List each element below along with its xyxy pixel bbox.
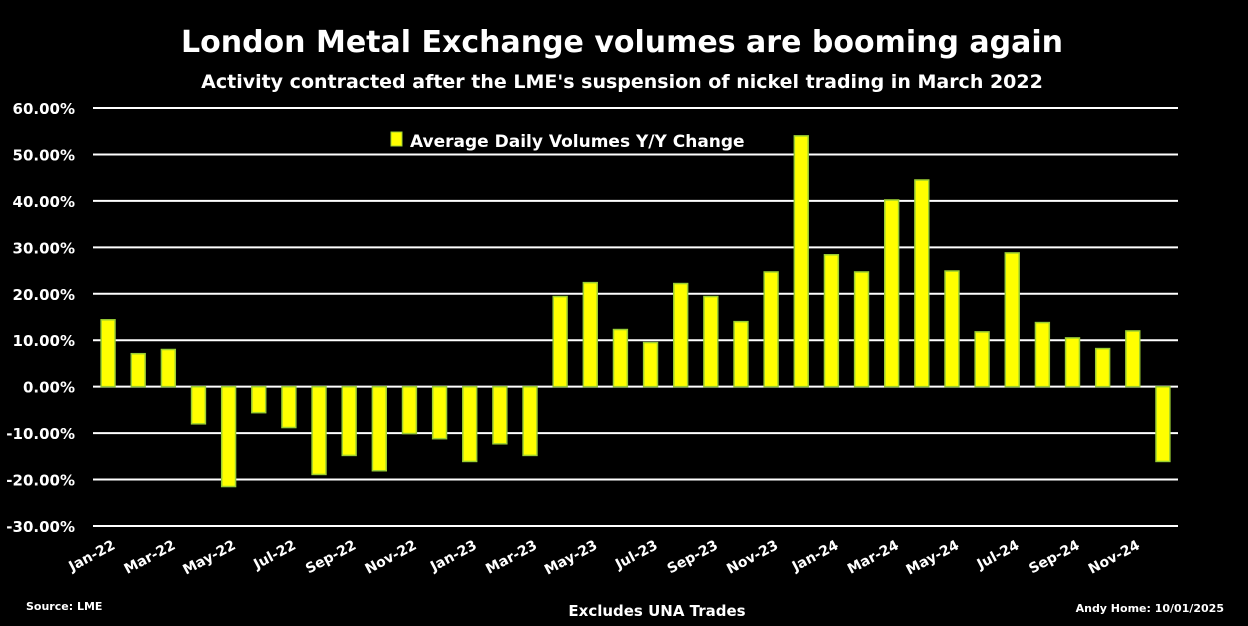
bar-Oct-23 <box>733 320 749 388</box>
bar-Dec-22 <box>431 385 448 440</box>
x-tick-label: Jul-24 <box>974 537 1023 573</box>
x-tick-label: Sep-24 <box>1026 537 1082 577</box>
bar-Jun-24 <box>974 331 990 388</box>
y-tick-label: 50.00% <box>13 146 75 164</box>
x-tick-label: Nov-22 <box>363 537 420 577</box>
bar-Jul-22 <box>281 385 297 429</box>
y-tick-label: -20.00% <box>6 472 75 490</box>
bar-Apr-23 <box>552 295 568 388</box>
chart-subtitle: Activity contracted after the LME's susp… <box>201 71 1043 93</box>
bar-Mar-24 <box>883 199 900 388</box>
x-tick-label: Mar-22 <box>122 537 179 577</box>
bar-Oct-24 <box>1094 347 1111 388</box>
y-tick-label: 20.00% <box>13 286 75 304</box>
legend-label: Average Daily Volumes Y/Y Change <box>410 132 745 152</box>
x-tick-label: Nov-23 <box>724 537 781 577</box>
bar-Aug-24 <box>1034 321 1051 388</box>
bar-Sep-23 <box>703 295 719 388</box>
bar-Feb-23 <box>492 385 508 445</box>
y-axis: -30.00% -20.00% -10.00% 0.00% 10.00% 20.00% 30… <box>6 100 75 536</box>
bar-Sep-24 <box>1064 337 1081 388</box>
bar-Jan-24 <box>823 254 840 388</box>
x-tick-label: Mar-24 <box>845 537 902 577</box>
x-tick-label: Jul-22 <box>250 537 298 573</box>
gridlines <box>93 107 1178 527</box>
x-tick-label: Jan-23 <box>427 537 479 575</box>
x-tick-label: Mar-23 <box>483 537 540 577</box>
credit-note: Andy Home: 10/01/2025 <box>1076 602 1224 615</box>
x-tick-label: Sep-23 <box>665 537 721 577</box>
bar-Sep-22 <box>341 385 357 457</box>
x-tick-label: May-24 <box>904 537 962 578</box>
x-tick-label: May-23 <box>542 537 600 578</box>
source-note: Source: LME <box>26 600 102 613</box>
bar-Nov-24 <box>1125 330 1141 388</box>
bar-May-24 <box>944 270 960 388</box>
x-tick-label: Jan-22 <box>65 537 117 575</box>
bar-Mar-22 <box>160 348 177 388</box>
y-tick-label: 10.00% <box>13 332 75 350</box>
bar-Apr-24 <box>914 179 930 388</box>
bar-May-23 <box>582 281 598 388</box>
y-tick-label: -30.00% <box>6 518 75 536</box>
x-axis-label: Excludes UNA Trades <box>568 602 745 620</box>
bar-Dec-23 <box>793 135 809 388</box>
bars <box>100 135 1171 488</box>
y-tick-label: 40.00% <box>13 193 75 211</box>
bar-Aug-22 <box>311 385 327 476</box>
bar-Feb-22 <box>130 352 146 388</box>
bar-Jan-22 <box>100 319 116 388</box>
bar-Jan-23 <box>462 385 478 463</box>
y-tick-label: 60.00% <box>13 100 75 118</box>
chart-title: London Metal Exchange volumes are boomin… <box>181 25 1063 60</box>
y-tick-label: 0.00% <box>23 379 75 397</box>
x-tick-label: Nov-24 <box>1086 537 1143 577</box>
bar-Jul-24 <box>1004 252 1020 388</box>
x-axis: Jan-22 Mar-22 May-22 Jul-22 Sep-22 Nov-22 Jan-… <box>65 537 1142 578</box>
x-tick-label: May-22 <box>180 537 238 578</box>
x-tick-label: Jan-24 <box>789 537 842 575</box>
bar-Jun-23 <box>612 328 629 388</box>
bar-Jul-23 <box>642 341 659 388</box>
legend-swatch <box>390 131 403 147</box>
bar-Nov-22 <box>401 385 418 435</box>
bar-Jun-22 <box>251 385 267 414</box>
y-tick-label: 30.00% <box>13 239 75 257</box>
bar-Aug-23 <box>673 282 689 388</box>
bar-May-22 <box>220 385 237 488</box>
bar-Feb-24 <box>853 271 870 388</box>
bar-Nov-23 <box>763 271 779 388</box>
bar-Mar-23 <box>522 385 538 457</box>
x-tick-label: Jul-23 <box>612 537 660 573</box>
bar-Dec-24 <box>1155 385 1171 463</box>
x-tick-label: Sep-22 <box>303 537 359 577</box>
legend: Average Daily Volumes Y/Y Change <box>390 131 745 152</box>
bar-Apr-22 <box>190 385 207 425</box>
y-tick-label: -10.00% <box>6 425 75 443</box>
bar-Oct-22 <box>371 385 388 472</box>
